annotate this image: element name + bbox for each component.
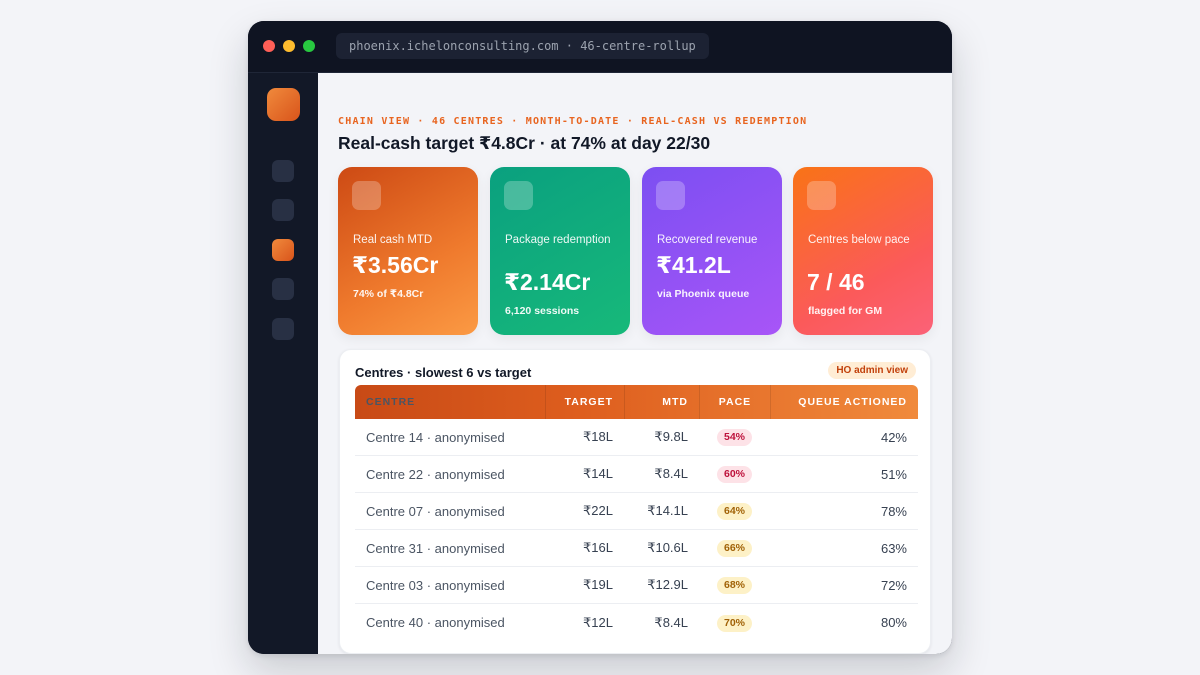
pace-badge: 64% xyxy=(716,503,752,520)
table-row[interactable]: Centre 03 · anonymised ₹19L ₹12.9L 68% 7… xyxy=(355,567,918,604)
minimize-window-button[interactable] xyxy=(283,40,295,52)
kpi-card-centres-below-pace[interactable]: Centres below pace 7 / 46 flagged for GM xyxy=(793,167,933,335)
column-header-centre[interactable]: CENTRE xyxy=(366,396,416,408)
kpi-card-package-redemption[interactable]: Package redemption ₹2.14Cr 6,120 session… xyxy=(490,167,630,335)
cell-centre: Centre 40 · anonymised xyxy=(366,615,505,630)
sidebar xyxy=(248,73,318,654)
panel-title: Centres · slowest 6 vs target xyxy=(355,365,532,380)
cell-centre: Centre 31 · anonymised xyxy=(355,530,545,567)
centres-panel: Centres · slowest 6 vs target HO admin v… xyxy=(339,349,931,654)
cell-target: ₹18L xyxy=(545,419,624,456)
centres-table: CENTRE TARGET MTD PACE QUEUE ACTIONED Ce… xyxy=(355,385,918,641)
cell-centre: Centre 22 · anonymised xyxy=(355,456,545,493)
cell-centre: Centre 07 · anonymised xyxy=(355,493,545,530)
kpi-icon xyxy=(504,181,533,210)
table-row[interactable]: Centre 40 · anonymised ₹12L ₹8.4L 70% 80… xyxy=(355,604,918,641)
kpi-value: ₹41.2L xyxy=(656,252,731,278)
cell-queue-actioned: 78% xyxy=(770,493,918,530)
kpi-value: ₹2.14Cr xyxy=(504,269,591,295)
kpi-card-real-cash[interactable]: Real cash MTD ₹3.56Cr 74% of ₹4.8Cr xyxy=(338,167,478,335)
kpi-subtext: flagged for GM xyxy=(808,305,883,317)
cell-centre: Centre 14 · anonymised xyxy=(355,419,545,456)
kpi-subtext: 6,120 sessions xyxy=(505,305,580,317)
cell-queue-actioned: 51% xyxy=(770,456,918,493)
address-bar[interactable]: phoenix.ichelonconsulting.com · 46-centr… xyxy=(336,33,709,59)
pace-badge: 68% xyxy=(716,577,752,594)
view-badge: HO admin view xyxy=(828,362,916,379)
kpi-value: ₹3.56Cr xyxy=(352,252,439,278)
kpi-card-recovered-revenue[interactable]: Recovered revenue ₹41.2L via Phoenix que… xyxy=(642,167,782,335)
cell-target: ₹16L xyxy=(545,530,624,567)
sidebar-item-1[interactable] xyxy=(272,160,294,182)
pace-badge: 60% xyxy=(716,466,752,483)
cell-target: ₹19L xyxy=(545,567,624,604)
sidebar-item-2[interactable] xyxy=(272,199,294,221)
cell-queue-actioned: 63% xyxy=(770,530,918,567)
maximize-window-button[interactable] xyxy=(303,40,315,52)
kpi-label: Real cash MTD xyxy=(353,234,433,246)
app-window: phoenix.ichelonconsulting.com · 46-centr… xyxy=(248,21,952,654)
divider xyxy=(248,72,952,73)
table-row[interactable]: Centre 14 · anonymised ₹18L ₹9.8L 54% 42… xyxy=(355,419,918,456)
column-header-mtd[interactable]: MTD xyxy=(624,385,699,419)
cell-queue-actioned: 80% xyxy=(880,615,907,630)
kpi-label: Package redemption xyxy=(505,234,611,246)
sidebar-item-4[interactable] xyxy=(272,278,294,300)
cell-queue-actioned: 42% xyxy=(770,419,918,456)
sidebar-item-active[interactable] xyxy=(272,239,294,261)
kpi-subtext: via Phoenix queue xyxy=(657,288,750,300)
cell-mtd: ₹12.9L xyxy=(624,567,699,604)
column-header-queue-actioned[interactable]: QUEUE ACTIONED xyxy=(770,385,918,419)
kpi-value: 7 / 46 xyxy=(807,269,865,295)
close-window-button[interactable] xyxy=(263,40,275,52)
title-bar: phoenix.ichelonconsulting.com · 46-centr… xyxy=(248,21,952,72)
kpi-label: Centres below pace xyxy=(808,234,910,246)
kpi-subtext: 74% of ₹4.8Cr xyxy=(353,288,424,300)
kpi-label: Recovered revenue xyxy=(657,234,758,246)
column-header-pace[interactable]: PACE xyxy=(699,385,770,419)
cell-mtd: ₹14.1L xyxy=(624,493,699,530)
page-eyebrow: CHAIN VIEW · 46 CENTRES · MONTH-TO-DATE … xyxy=(338,116,808,127)
kpi-icon xyxy=(656,181,685,210)
main-content: CHAIN VIEW · 46 CENTRES · MONTH-TO-DATE … xyxy=(318,73,952,654)
table-header-row: CENTRE TARGET MTD PACE QUEUE ACTIONED xyxy=(355,385,918,419)
cell-centre: Centre 03 · anonymised xyxy=(355,567,545,604)
cell-mtd: ₹10.6L xyxy=(624,530,699,567)
pace-badge: 66% xyxy=(716,540,752,557)
sidebar-item-5[interactable] xyxy=(272,318,294,340)
pace-badge: 54% xyxy=(716,429,752,446)
cell-target: ₹22L xyxy=(545,493,624,530)
table-row[interactable]: Centre 31 · anonymised ₹16L ₹10.6L 66% 6… xyxy=(355,530,918,567)
cell-queue-actioned: 72% xyxy=(770,567,918,604)
app-logo[interactable] xyxy=(267,88,300,121)
pace-badge: 70% xyxy=(716,614,752,632)
table-row[interactable]: Centre 22 · anonymised ₹14L ₹8.4L 60% 51… xyxy=(355,456,918,493)
cell-mtd: ₹8.4L xyxy=(654,614,688,630)
column-header-target[interactable]: TARGET xyxy=(545,385,624,419)
cell-mtd: ₹9.8L xyxy=(624,419,699,456)
cell-target: ₹12L xyxy=(583,614,613,630)
cell-target: ₹14L xyxy=(545,456,624,493)
page-title: Real-cash target ₹4.8Cr · at 74% at day … xyxy=(338,133,711,153)
table-row[interactable]: Centre 07 · anonymised ₹22L ₹14.1L 64% 7… xyxy=(355,493,918,530)
kpi-icon xyxy=(807,181,836,210)
kpi-icon xyxy=(352,181,381,210)
cell-mtd: ₹8.4L xyxy=(624,456,699,493)
